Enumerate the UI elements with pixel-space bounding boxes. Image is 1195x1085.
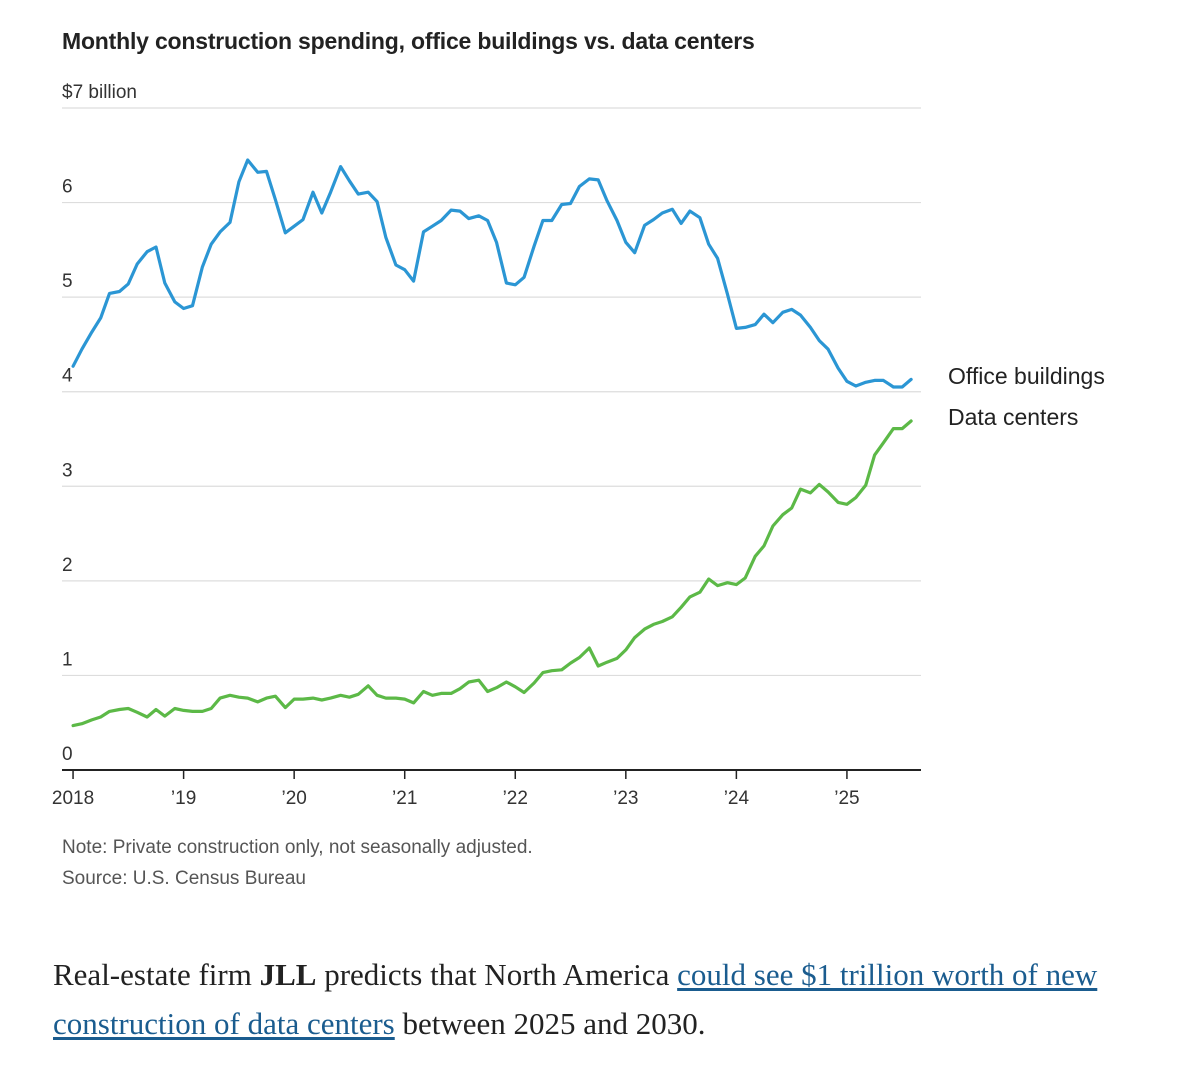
series-lines bbox=[71, 158, 913, 728]
chart-note: Note: Private construction only, not sea… bbox=[62, 837, 533, 858]
x-tick-label: 2018 bbox=[52, 788, 94, 809]
article-text-after: between 2025 and 2030. bbox=[394, 1006, 706, 1041]
x-tick-label: ’19 bbox=[171, 788, 196, 809]
y-tick-label: 0 bbox=[62, 744, 73, 765]
x-axis-tick-labels: 2018 ’19 ’20 ’21 ’22 ’23 ’24 ’25 bbox=[52, 788, 860, 809]
y-tick-label: 5 bbox=[62, 271, 73, 292]
article-text-before: Real-estate firm bbox=[53, 957, 260, 992]
article-link[interactable]: could see $1 trillion worth of new const… bbox=[53, 957, 1098, 1041]
chart-source: Source: U.S. Census Bureau bbox=[62, 868, 306, 889]
y-tick-label: 6 bbox=[62, 177, 73, 198]
y-tick-label: 1 bbox=[62, 649, 73, 670]
series-label: Data centers bbox=[948, 404, 1078, 430]
x-axis bbox=[62, 769, 921, 779]
chart-title: Monthly construction spending, office bu… bbox=[62, 28, 755, 54]
article-text-middle: predicts that North America bbox=[316, 957, 678, 992]
y-tick-label: 4 bbox=[62, 366, 73, 387]
chart-footnotes: Note: Private construction only, not sea… bbox=[62, 832, 533, 894]
x-tick-label: ’21 bbox=[392, 788, 417, 809]
article-bold-jll: JLL bbox=[259, 957, 317, 992]
y-tick-label: 3 bbox=[62, 460, 73, 481]
x-tick-label: ’25 bbox=[834, 788, 859, 809]
article-paragraph: Real-estate firm JLL predicts that North… bbox=[53, 950, 1163, 1048]
y-tick-label: $7 billion bbox=[62, 82, 137, 103]
series-label: Office buildings bbox=[948, 363, 1105, 389]
series-line-office-buildings bbox=[71, 158, 913, 389]
x-tick-label: ’20 bbox=[281, 788, 306, 809]
series-labels: Office buildings Data centers bbox=[948, 363, 1105, 430]
x-tick-label: ’22 bbox=[503, 788, 528, 809]
y-tick-label: 2 bbox=[62, 555, 73, 576]
line-chart: 0 1 2 3 4 5 6 $7 billion 2018 ’19 ’20 ’21 ’22 ’23 ’24… bbox=[52, 82, 1105, 809]
gridlines bbox=[62, 107, 921, 677]
x-tick-label: ’24 bbox=[724, 788, 750, 809]
series-line-data-centers bbox=[71, 419, 913, 728]
y-axis-tick-labels: 0 1 2 3 4 5 6 $7 billion bbox=[62, 82, 137, 765]
x-tick-label: ’23 bbox=[613, 788, 638, 809]
